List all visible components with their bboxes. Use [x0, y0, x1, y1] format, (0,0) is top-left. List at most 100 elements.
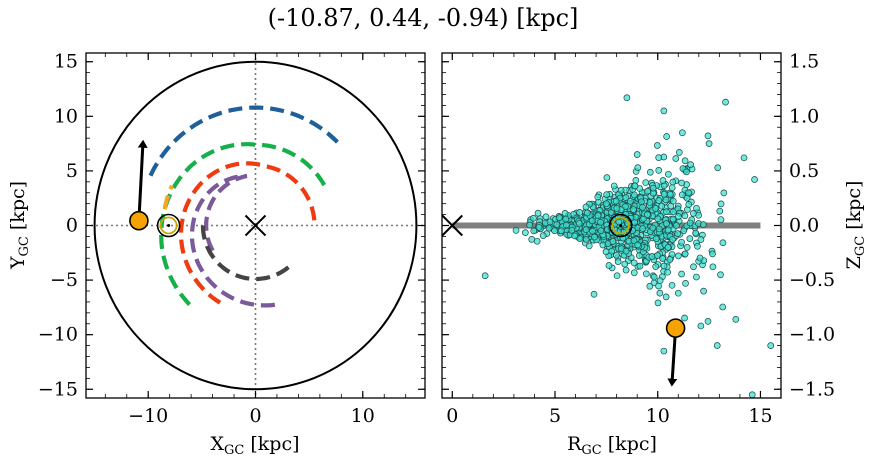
star-point [655, 197, 663, 204]
star-point [668, 281, 676, 289]
star-point [561, 210, 569, 217]
star-point [613, 204, 621, 212]
star-point [655, 154, 663, 161]
star-point [672, 155, 680, 162]
star-point [648, 253, 656, 260]
star-point [652, 263, 660, 271]
star-point [681, 157, 689, 165]
left-ticks: −10 0 10 15 10 5 0 −5 −10 −15 [38, 51, 425, 427]
star-point [662, 196, 670, 204]
right-ytick-label: −0.5 [789, 269, 835, 291]
star-point [662, 293, 670, 301]
star-point [658, 202, 666, 210]
star-point [681, 212, 689, 220]
left-ytick-label: 0 [66, 215, 78, 237]
star-point [697, 322, 705, 330]
star-point [631, 182, 639, 190]
star-point [644, 187, 651, 195]
star-point [539, 232, 547, 239]
star-point [608, 247, 616, 255]
star-point [631, 191, 638, 199]
star-point [481, 272, 489, 280]
star-point [603, 191, 611, 198]
star-point [665, 170, 672, 178]
star-point [652, 235, 660, 242]
left-ytick-label: −10 [38, 324, 78, 346]
star-point [652, 205, 660, 212]
star-point [602, 248, 610, 255]
star-point [654, 215, 662, 223]
galactic-center-marker [244, 214, 267, 237]
star-point [694, 242, 701, 250]
spiral-arm-5 [189, 173, 277, 308]
star-point [530, 214, 537, 222]
star-point [556, 214, 563, 221]
star-point [663, 220, 670, 227]
star-point [630, 259, 638, 267]
star-point [720, 189, 728, 197]
star-point [678, 191, 686, 199]
star-point [642, 179, 650, 186]
star-point [685, 201, 693, 208]
star-point [522, 229, 529, 236]
star-point [655, 225, 663, 233]
star-point [571, 232, 579, 240]
star-point [594, 193, 602, 201]
star-point [675, 148, 683, 156]
star-point [751, 176, 758, 183]
left-xtick-label: 10 [351, 405, 375, 427]
star-point [679, 129, 686, 137]
object-velocity-arrow [137, 139, 148, 221]
star-point [674, 230, 682, 237]
star-point [634, 241, 641, 249]
star-point [717, 271, 724, 279]
star-point [588, 217, 596, 225]
star-point [562, 215, 570, 223]
left-ytick-label: 5 [66, 160, 78, 182]
star-point [603, 200, 610, 208]
star-point [576, 209, 584, 216]
star-point [717, 200, 725, 208]
left-ytick-label: −5 [50, 269, 78, 291]
sun-inner-ring [159, 216, 178, 235]
star-point [709, 263, 717, 271]
star-point [668, 184, 676, 192]
star-point [654, 252, 661, 259]
star-point [664, 243, 672, 251]
star-point [649, 184, 657, 192]
star-point [632, 177, 640, 184]
star-point [716, 207, 724, 215]
right-xtick-label: 0 [446, 405, 458, 427]
star-point [644, 211, 651, 218]
star-point [639, 204, 646, 211]
right-xtick-label: 15 [748, 405, 772, 427]
star-point [656, 277, 664, 285]
star-point [617, 187, 625, 194]
star-point [664, 268, 671, 276]
star-point [713, 342, 721, 349]
star-point [622, 247, 630, 255]
star-point [621, 260, 629, 268]
star-point [585, 242, 593, 250]
star-point [687, 161, 694, 168]
figure-title: (-10.87, 0.44, -0.94) [kpc] [268, 4, 579, 32]
star-point [680, 227, 688, 235]
spiral-arm-3 [162, 184, 174, 210]
right-xtick-label: 10 [646, 405, 670, 427]
left-xtick-label: 0 [249, 405, 261, 427]
right-panel: 0 5 10 15 1.5 1.0 0.5 0.0 −0.5 −1.0 −1.5 RGC [kpc]… [441, 51, 868, 458]
star-point [576, 235, 584, 242]
star-point [660, 107, 668, 115]
star-point [659, 255, 666, 262]
star-point [654, 142, 661, 149]
star-point [717, 216, 725, 223]
star-point [582, 226, 590, 233]
star-point [630, 237, 638, 245]
right-ytick-label: 0.0 [789, 215, 819, 237]
star-point [656, 289, 664, 297]
star-point [614, 258, 622, 265]
star-point [646, 282, 654, 290]
star-point [530, 227, 538, 235]
star-point [681, 314, 688, 322]
